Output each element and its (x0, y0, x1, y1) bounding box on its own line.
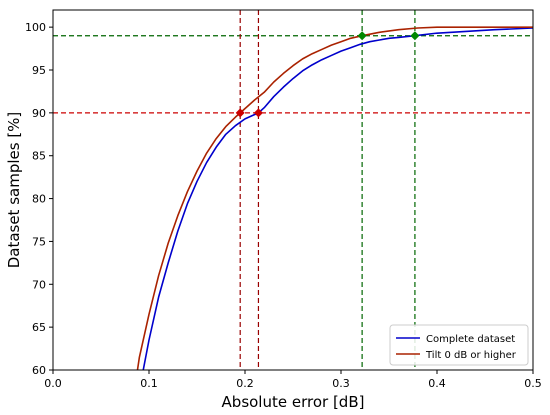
marker-point (357, 31, 367, 41)
x-tick-label: 0.2 (236, 377, 254, 390)
y-tick-label: 70 (32, 278, 46, 291)
x-tick-label: 0.0 (44, 377, 62, 390)
marker-point (410, 31, 420, 41)
y-tick-label: 85 (32, 150, 46, 163)
y-tick-label: 75 (32, 235, 46, 248)
x-tick-label: 0.3 (332, 377, 350, 390)
legend-box (389, 324, 529, 366)
marker-point (235, 108, 245, 118)
y-tick-label: 60 (32, 364, 46, 377)
y-tick-label: 95 (32, 64, 46, 77)
plot-frame (52, 9, 534, 371)
y-tick-label: 80 (32, 193, 46, 206)
x-tick-label: 0.4 (428, 377, 446, 390)
series-line-1 (136, 26, 533, 370)
y-tick-label: 90 (32, 107, 46, 120)
y-tick-label: 100 (25, 21, 46, 34)
plot-area (53, 10, 533, 370)
x-axis-title: Absolute error [dB] (222, 393, 365, 411)
y-axis-title: Dataset samples [%] (5, 112, 23, 269)
legend: Complete dataset Tilt 0 dB or higher (389, 324, 529, 366)
marker-point (253, 108, 263, 118)
x-tick-label: 0.1 (140, 377, 158, 390)
series-line-0 (142, 27, 533, 370)
legend-label-tilt: Tilt 0 dB or higher (425, 350, 517, 361)
y-tick-label: 65 (32, 321, 46, 334)
legend-label-complete: Complete dataset (426, 334, 515, 345)
x-tick-label: 0.5 (524, 377, 542, 390)
